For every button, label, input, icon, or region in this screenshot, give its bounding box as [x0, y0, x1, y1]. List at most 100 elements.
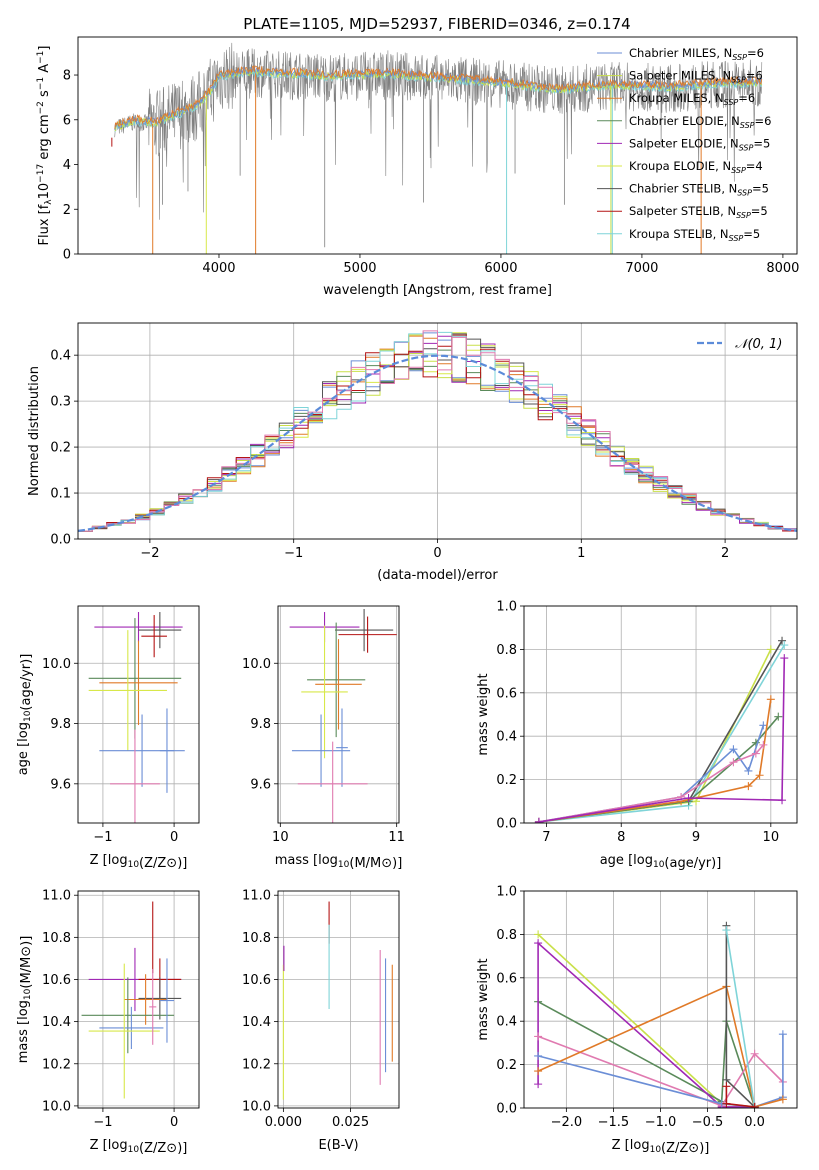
series-marker: [780, 641, 789, 650]
y-tick-label: 0: [63, 248, 71, 263]
series-marker: [534, 1080, 543, 1089]
x-tick-label: −1: [93, 830, 112, 845]
x-tick-label: 7000: [625, 261, 658, 276]
x-tick-label: 11: [388, 830, 405, 845]
y-tick-label: 0.4: [496, 730, 517, 745]
y-tick-label: 10.4: [42, 1015, 71, 1030]
x-tick-label: 0: [170, 1115, 178, 1130]
x-tick-label: 10: [272, 830, 289, 845]
series-marker: [751, 738, 760, 747]
x-axis-label: Z [log10(Z/Z⊙)]: [612, 1138, 710, 1156]
y-axis-label: mass weight: [476, 673, 491, 755]
panel-age-vs-Z: −1 0 9.6 9.8 10.0 Z [log10(Z/Z⊙)] age [log10(a…: [16, 605, 200, 871]
axes-frame: [277, 890, 400, 1109]
panel-massweight-vs-age: 7 8 9 10 0.0 0.2 0.4 0.6 0.8 1.0 age [log10(age/yr…: [476, 600, 798, 871]
panel-mass-vs-EBV: 0.000 0.025 10.0 10.2 10.4 10.6 10.8 11.0 E(B-V): [242, 889, 400, 1153]
axes-frame: [523, 605, 798, 824]
series-marker: [778, 1030, 787, 1039]
y-tick-label: 10.8: [242, 931, 271, 946]
series-marker: [750, 1102, 759, 1108]
y-tick-label: 0.0: [50, 533, 71, 548]
series-marker: [729, 758, 738, 767]
y-tick-label: 10.4: [242, 1015, 271, 1030]
axes-frame: [523, 890, 798, 1109]
legend-entry: Salpeter STELIB, NSSP=5: [629, 204, 768, 220]
x-tick-label: −2.0: [551, 1115, 583, 1130]
series-marker: [766, 645, 775, 654]
y-tick-label: 0.2: [50, 441, 71, 456]
series-marker: [750, 1049, 759, 1058]
legend-entry: Chabrier ELODIE, NSSP=6: [629, 114, 771, 130]
series-line: [538, 644, 785, 823]
x-tick-label: 0.025: [332, 1115, 369, 1130]
y-tick-label: 10.0: [42, 657, 71, 672]
x-axis-label: E(B-V): [318, 1138, 358, 1153]
panel-mass-vs-Z: −1 0 10.0 10.2 10.4 10.6 10.8 11.0 Z [log10(Z/Z⊙…: [16, 889, 200, 1156]
y-tick-label: 10.0: [42, 1099, 71, 1114]
x-tick-label: 1: [577, 546, 585, 561]
x-tick-label: −1.0: [645, 1115, 677, 1130]
y-tick-label: 8: [63, 69, 71, 84]
x-tick-label: −1: [284, 546, 303, 561]
series-marker: [778, 1095, 787, 1104]
y-tick-label: 9.8: [250, 717, 271, 732]
legend-entry: Kroupa STELIB, NSSP=5: [629, 227, 760, 243]
x-tick-label: 9: [692, 830, 700, 845]
series-marker: [722, 1099, 731, 1108]
x-tick-label: −2: [140, 546, 159, 561]
series-marker: [755, 771, 764, 780]
x-axis-label: wavelength [Angstrom, rest frame]: [323, 283, 552, 298]
plot-area: [534, 921, 787, 1108]
legend-entry: Chabrier MILES, NSSP=6: [629, 46, 764, 62]
x-tick-label: 8000: [766, 261, 799, 276]
y-tick-label: 10.8: [42, 931, 71, 946]
plot-area: [88, 612, 185, 823]
x-axis-label: (data-model)/error: [377, 568, 498, 583]
x-tick-label: 6000: [484, 261, 517, 276]
series-line: [537, 985, 784, 1108]
series-line: [537, 1035, 784, 1107]
x-tick-label: −1: [93, 1115, 112, 1130]
series-marker: [759, 721, 768, 730]
axes-frame: [77, 322, 798, 540]
observed-spectrum-line: [114, 42, 763, 220]
y-axis-label: age [log10(age/yr)]: [16, 654, 34, 776]
x-tick-label: 5000: [343, 261, 376, 276]
series-marker: [534, 1067, 543, 1076]
series-marker: [722, 926, 731, 935]
x-tick-label: 0: [170, 830, 178, 845]
legend-entry: Kroupa MILES, NSSP=6: [629, 91, 755, 107]
series-marker: [778, 636, 787, 645]
axes-frame: [277, 605, 400, 824]
x-tick-label: 7: [542, 830, 550, 845]
axes-frame: [77, 605, 200, 824]
x-tick-label: 0: [433, 546, 441, 561]
series-marker: [534, 1032, 543, 1041]
legend-entry: Kroupa ELODIE, NSSP=4: [629, 159, 763, 175]
y-axis-label: mass [log10(M/M⊙)]: [16, 936, 34, 1064]
series-line: [725, 929, 756, 1108]
x-axis-label: Z [log10(Z/Z⊙)]: [90, 1138, 188, 1156]
axes-frame: [77, 890, 200, 1109]
x-tick-label: −1.5: [598, 1115, 630, 1130]
series-line: [537, 1000, 756, 1108]
y-tick-label: 6: [63, 113, 71, 128]
legend-entry: 𝒩(0, 1): [735, 337, 782, 352]
plot-area: [289, 609, 397, 823]
y-tick-label: 0.1: [50, 487, 71, 502]
series-marker: [534, 817, 543, 823]
series-line: [538, 716, 779, 823]
axes-frame: [77, 36, 798, 255]
x-tick-label: 0.000: [265, 1115, 302, 1130]
y-tick-label: 10.6: [42, 973, 71, 988]
series-marker: [744, 766, 753, 775]
panel-residual-histogram: −2 −1 0 1 2 0.0 0.1 0.2 0.3 0.4 𝒩(0, 1) (data-model…: [27, 322, 798, 583]
y-tick-label: 0.6: [496, 971, 517, 986]
y-tick-label: 11.0: [242, 889, 271, 904]
plot-area: [78, 330, 797, 532]
y-tick-label: 11.0: [42, 889, 71, 904]
y-tick-label: 0.8: [496, 928, 517, 943]
series-marker: [759, 740, 768, 749]
y-tick-label: 4: [63, 158, 71, 173]
y-tick-label: 0.2: [496, 773, 517, 788]
